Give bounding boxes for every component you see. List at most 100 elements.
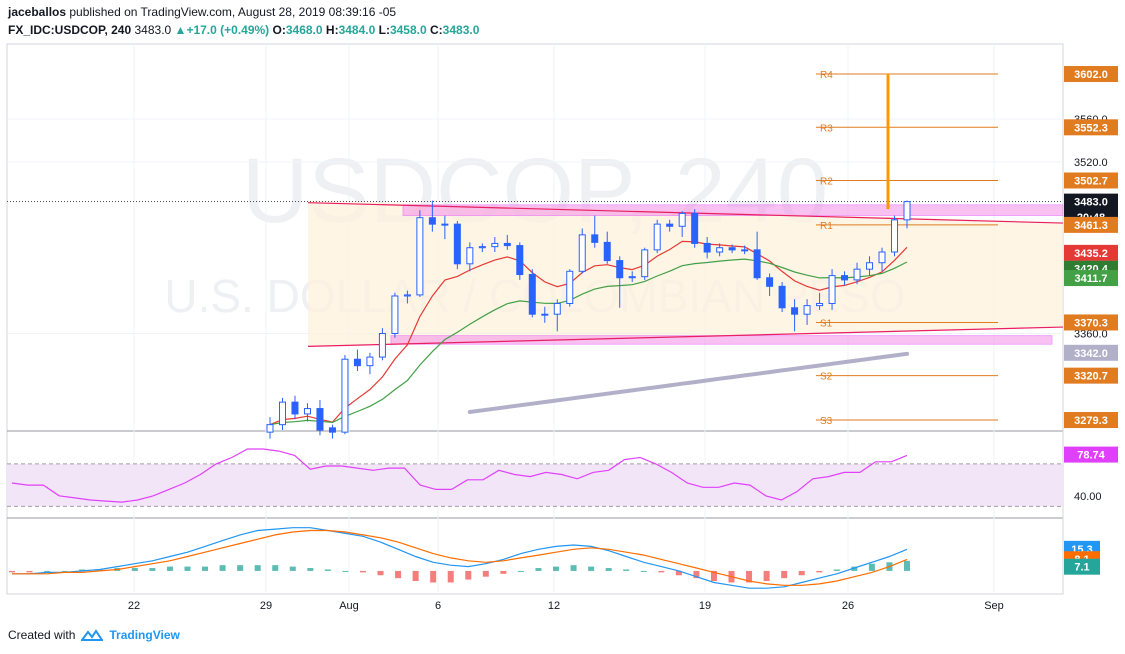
macd-histogram-bar <box>184 566 191 571</box>
price-tag-label: 3435.2 <box>1074 248 1108 260</box>
macd-histogram-bar <box>588 566 595 571</box>
candle-body <box>766 277 774 287</box>
tradingview-brand[interactable]: TradingView <box>109 628 180 642</box>
macd-histogram-bar <box>640 570 647 572</box>
candle-body <box>553 302 561 315</box>
macd-histogram-bar <box>26 570 33 573</box>
macd-histogram-bar <box>781 570 788 579</box>
candle-body <box>753 249 761 279</box>
candle-body <box>391 295 399 335</box>
zone-lower-support <box>390 335 1053 345</box>
price-tag <box>1064 314 1118 331</box>
macd-histogram-bar <box>272 565 279 571</box>
macd-histogram-bar <box>202 566 209 571</box>
candle-body <box>691 212 699 244</box>
created-with-label: Created with <box>8 628 76 642</box>
candle-body <box>516 245 524 276</box>
rsi-tick-label: 40.00 <box>1074 491 1102 503</box>
macd-pane[interactable]: 15.38.17.1 <box>9 527 1100 589</box>
candle-body <box>716 247 724 253</box>
candle-body <box>491 242 499 248</box>
macd-value-label: 7.1 <box>1074 562 1089 574</box>
macd-histogram-bar <box>710 570 717 582</box>
candle-body <box>603 241 611 262</box>
pivot-label-r2: R2 <box>820 176 833 187</box>
macd-histogram-bar <box>535 568 542 571</box>
price-tag-label: 3602.0 <box>1074 69 1108 81</box>
macd-line <box>12 527 908 589</box>
price-change: +17.0 (+0.49%) <box>186 23 270 37</box>
pivot-label-s2: S2 <box>820 372 833 383</box>
candle-body <box>366 356 374 367</box>
candle-body <box>641 249 649 278</box>
candle-body <box>791 307 799 315</box>
candle-body <box>466 247 474 265</box>
macd-histogram-bar <box>798 570 805 576</box>
macd-histogram-bar <box>430 570 437 583</box>
macd-histogram-bar <box>237 565 244 571</box>
macd-histogram-bar <box>131 568 138 571</box>
time-tick-label: Aug <box>339 600 359 612</box>
macd-histogram-bar <box>868 563 875 571</box>
candle-body <box>803 305 811 315</box>
macd-histogram-bar <box>254 565 261 571</box>
up-arrow-icon: ▲ <box>174 23 187 37</box>
candle-body <box>816 302 824 307</box>
time-tick-label: Sep <box>984 600 1004 612</box>
macd-value-tag <box>1064 558 1100 575</box>
high-label: H: <box>325 23 339 37</box>
time-tick-label: 22 <box>128 600 140 612</box>
macd-histogram-bar <box>166 566 173 571</box>
price-tag <box>1064 119 1118 136</box>
rsi-value-tag <box>1064 446 1118 463</box>
macd-histogram-bar <box>605 568 612 571</box>
lower-trendline <box>307 326 1064 347</box>
candle-body <box>628 276 636 279</box>
macd-histogram-bar <box>816 570 823 573</box>
macd-histogram-bar <box>61 570 68 572</box>
candle-body <box>428 217 436 225</box>
price-tag-label: 3552.3 <box>1074 122 1108 134</box>
macd-histogram-bar <box>359 570 366 573</box>
macd-histogram-bar <box>79 569 86 571</box>
high-value: 3484.0 <box>338 23 376 37</box>
candle-body <box>278 401 286 426</box>
rsi-line <box>11 448 908 503</box>
open-value: 3468.0 <box>285 23 323 37</box>
price-tag-label: 3502.7 <box>1074 175 1108 187</box>
price-pane[interactable]: 3360.03520.03560.0R4R3R2R1S1S2S33602.035… <box>7 66 1118 439</box>
macd-histogram-bar <box>658 570 665 573</box>
author-name[interactable]: jaceballos <box>8 5 67 19</box>
close-label: C: <box>430 23 443 37</box>
macd-histogram-bar <box>675 570 682 576</box>
footer: Created with TradingView <box>8 628 180 642</box>
price-tick-label: 3520.0 <box>1074 157 1108 169</box>
pivot-label-r4: R4 <box>820 70 833 81</box>
candle-body <box>903 201 911 221</box>
ohlc-legend: FX_IDC:USDCOP, 240 3483.0 ▲+17.0 (+0.49%… <box>8 23 479 37</box>
time-axis[interactable]: 22 29 Aug 6 12 19 26 Sep <box>128 600 1004 612</box>
time-tick-label: 12 <box>548 600 560 612</box>
candle-body <box>828 275 836 304</box>
candle-body <box>378 333 386 358</box>
macd-histogram-bar <box>623 569 630 571</box>
candle-body <box>666 223 674 227</box>
macd-histogram-bar <box>833 569 840 571</box>
candle-body <box>341 358 349 433</box>
close-value: 3483.0 <box>442 23 480 37</box>
channel-fill <box>308 200 1063 347</box>
macd-histogram-bar <box>746 570 753 583</box>
ema-slow-line <box>269 258 908 426</box>
price-tag <box>1064 344 1118 361</box>
macd-histogram-bar <box>447 570 454 583</box>
macd-histogram-bar <box>851 566 858 571</box>
price-tag <box>1064 367 1118 384</box>
macd-histogram-bar <box>96 569 103 571</box>
price-tag <box>1064 412 1118 429</box>
candle-body <box>778 285 786 309</box>
macd-histogram-bar <box>570 565 577 571</box>
candle-body <box>566 270 574 304</box>
rsi-pane[interactable]: 40.00 78.74 <box>7 446 1118 507</box>
sma-long-line <box>467 351 909 414</box>
